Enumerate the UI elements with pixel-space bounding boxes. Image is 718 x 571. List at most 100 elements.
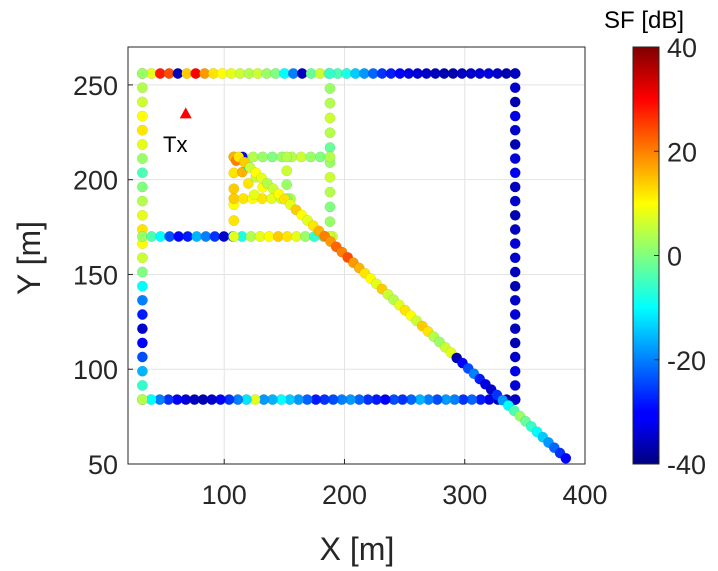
data-point bbox=[136, 124, 148, 136]
data-point bbox=[509, 195, 521, 207]
data-points bbox=[136, 68, 572, 464]
data-point bbox=[245, 231, 257, 242]
data-point bbox=[136, 337, 148, 349]
data-point bbox=[509, 224, 521, 235]
data-point bbox=[324, 127, 336, 139]
data-point bbox=[324, 68, 336, 79]
data-point bbox=[136, 394, 148, 406]
data-point bbox=[136, 68, 148, 79]
data-point bbox=[136, 209, 148, 221]
data-point bbox=[324, 142, 336, 154]
data-point bbox=[324, 201, 336, 213]
colorbar-title: SF [dB] bbox=[604, 7, 684, 34]
data-point bbox=[136, 266, 148, 278]
data-point bbox=[509, 68, 521, 79]
data-point bbox=[509, 365, 521, 377]
data-point bbox=[266, 151, 278, 163]
data-point bbox=[136, 294, 148, 306]
data-point bbox=[509, 294, 521, 306]
colorbar-tick-label: -40 bbox=[667, 450, 706, 480]
data-point bbox=[228, 193, 240, 205]
data-point bbox=[509, 252, 521, 264]
data-point bbox=[173, 231, 185, 242]
data-point bbox=[509, 82, 521, 94]
plot-area bbox=[128, 47, 585, 464]
data-point bbox=[560, 452, 572, 464]
y-tick-label: 200 bbox=[73, 166, 118, 196]
data-point bbox=[191, 231, 203, 242]
data-point bbox=[136, 365, 148, 377]
data-point bbox=[509, 309, 521, 320]
y-tick-label: 150 bbox=[73, 260, 118, 290]
data-point bbox=[281, 179, 293, 191]
data-point bbox=[314, 151, 326, 163]
data-point bbox=[324, 82, 336, 94]
data-point bbox=[242, 178, 254, 189]
data-point bbox=[228, 215, 240, 227]
data-point bbox=[155, 231, 166, 242]
data-point bbox=[509, 181, 521, 193]
data-point bbox=[509, 238, 521, 250]
data-point bbox=[136, 231, 148, 242]
data-point bbox=[136, 181, 148, 193]
data-point bbox=[509, 110, 521, 122]
data-point bbox=[324, 171, 336, 183]
colorbar-tick-label: 40 bbox=[667, 33, 697, 63]
data-point bbox=[324, 151, 336, 163]
x-tick-label: 200 bbox=[322, 480, 367, 510]
data-point bbox=[257, 151, 269, 163]
data-point bbox=[324, 186, 336, 198]
data-point bbox=[509, 351, 521, 363]
data-point bbox=[136, 195, 148, 207]
data-point bbox=[281, 151, 293, 163]
x-axis-label: X [m] bbox=[320, 531, 395, 567]
data-point bbox=[281, 231, 293, 242]
colorbar-tick-label: -20 bbox=[667, 346, 706, 376]
data-point bbox=[136, 280, 148, 292]
x-tick-label: 300 bbox=[442, 480, 487, 510]
data-point bbox=[209, 231, 221, 242]
data-point bbox=[136, 96, 148, 108]
data-point bbox=[136, 309, 148, 320]
data-point bbox=[228, 231, 240, 242]
data-point bbox=[136, 110, 148, 122]
data-point bbox=[324, 112, 336, 124]
data-point bbox=[509, 209, 521, 221]
data-point bbox=[136, 379, 148, 391]
data-point bbox=[324, 216, 336, 228]
colorbar-tick-label: 0 bbox=[667, 242, 682, 272]
data-point bbox=[509, 153, 521, 165]
data-point bbox=[136, 167, 148, 179]
y-tick-label: 250 bbox=[73, 71, 118, 101]
data-point bbox=[228, 183, 240, 195]
data-point bbox=[136, 138, 148, 150]
data-point bbox=[299, 231, 311, 242]
y-tick-label: 50 bbox=[88, 450, 118, 480]
data-point bbox=[509, 96, 521, 108]
data-point bbox=[248, 189, 260, 201]
x-tick-label: 400 bbox=[562, 480, 607, 510]
data-point bbox=[281, 165, 293, 177]
data-point bbox=[509, 124, 521, 136]
data-point bbox=[324, 97, 336, 109]
colorbar-ticks: 40 20 0 -20 -40 bbox=[654, 33, 706, 480]
data-point bbox=[136, 323, 148, 335]
transmitter-marker bbox=[179, 107, 192, 119]
data-point bbox=[136, 153, 148, 165]
data-point bbox=[509, 379, 521, 391]
data-point bbox=[237, 193, 249, 205]
data-point bbox=[509, 280, 521, 292]
transmitter-label: Tx bbox=[163, 132, 187, 157]
data-point bbox=[136, 82, 148, 94]
data-point bbox=[509, 266, 521, 278]
data-point bbox=[509, 337, 521, 349]
data-point bbox=[136, 351, 148, 363]
data-point bbox=[136, 252, 148, 264]
plot-frame bbox=[127, 46, 586, 465]
data-point bbox=[509, 323, 521, 335]
data-point bbox=[509, 167, 521, 179]
axis-ticks: 100 200 300 400 50 100 150 200 250 bbox=[73, 71, 608, 510]
y-axis-label: Y [m] bbox=[11, 221, 47, 295]
x-tick-label: 100 bbox=[202, 480, 247, 510]
